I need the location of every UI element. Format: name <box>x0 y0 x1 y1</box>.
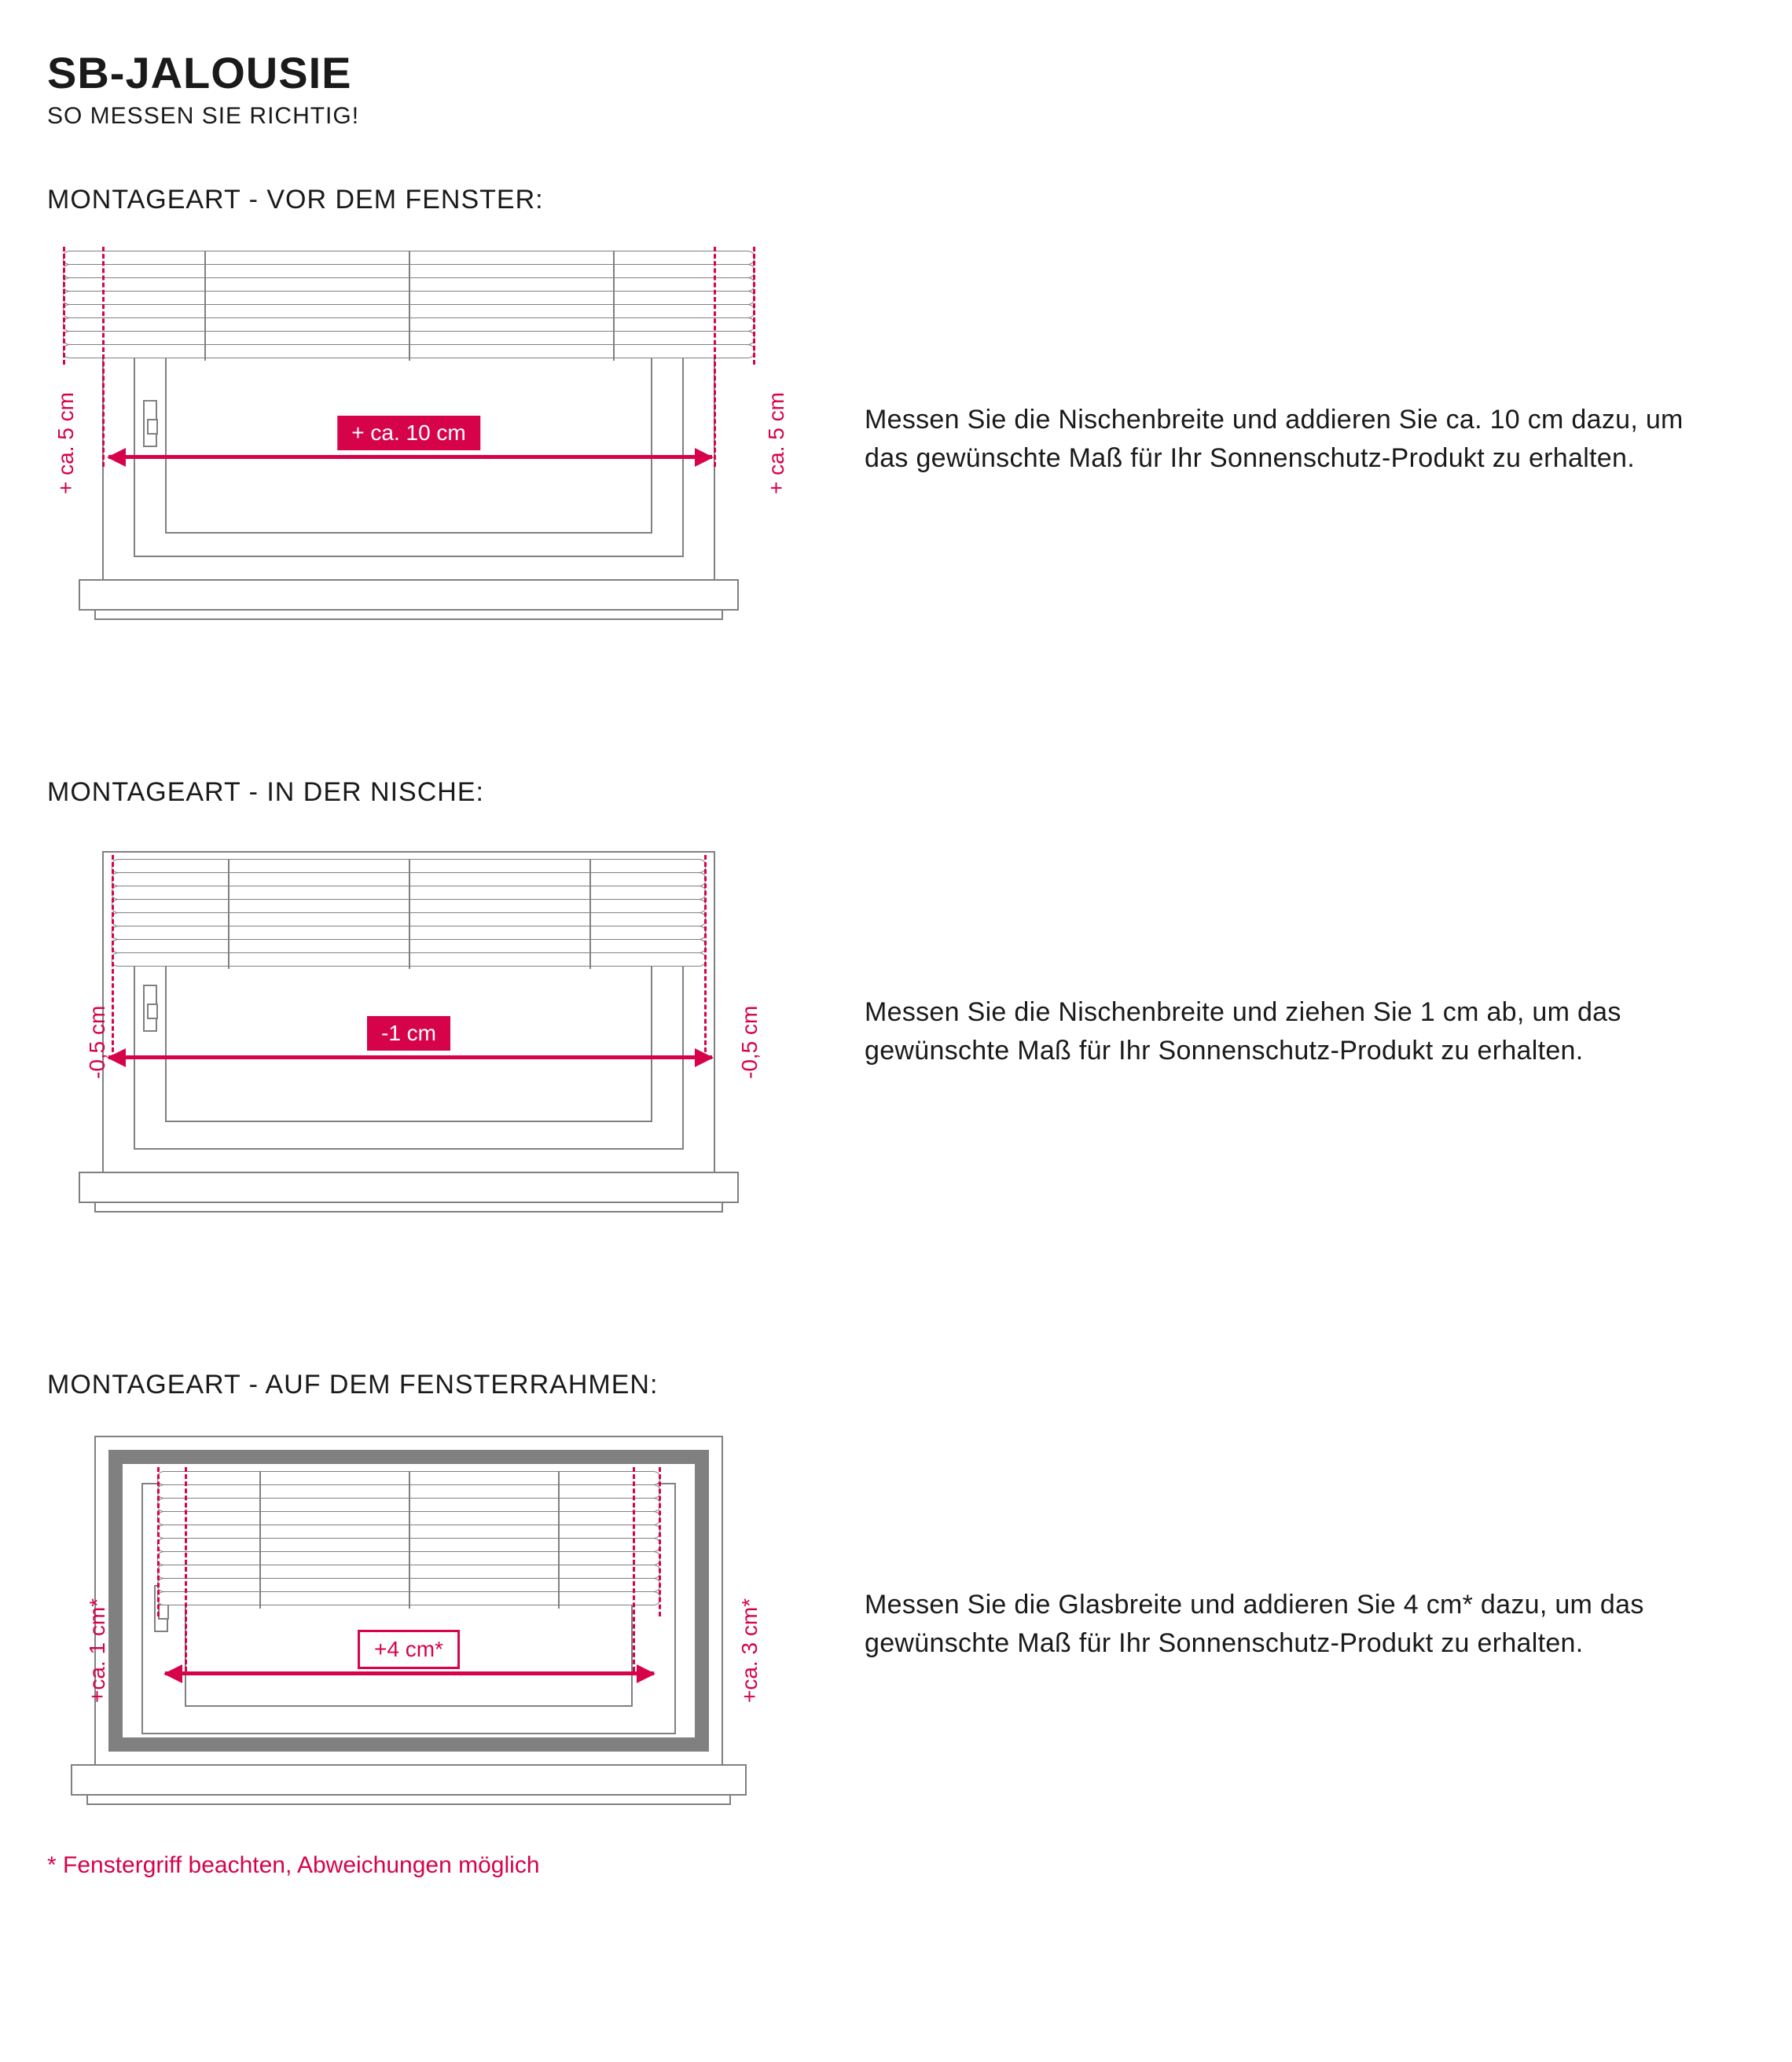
left-margin-label: -0,5 cm <box>85 1006 110 1079</box>
width-badge: -1 cm <box>367 1016 450 1051</box>
diagram-in-der-nische: -0,5 cm -0,5 cm -1 cm <box>47 827 770 1236</box>
page-title: SB-JALOUSIE <box>47 47 1745 98</box>
section-in-der-nische: MONTAGEART - IN DER NISCHE: -0,5 cm -0,5… <box>47 777 1745 1236</box>
width-badge: + ca. 10 cm <box>337 416 480 450</box>
page-subtitle: SO MESSEN SIE RICHTIG! <box>47 103 1745 130</box>
diagram-vor-dem-fenster: + ca. 5 cm + ca. 5 cm + ca. 10 cm <box>47 235 770 644</box>
section-vor-dem-fenster: MONTAGEART - VOR DEM FENSTER: <box>47 185 1745 644</box>
section-heading: MONTAGEART - VOR DEM FENSTER: <box>47 185 1745 215</box>
diagram-auf-dem-fensterrahmen: +ca. 1 cm* +ca. 3 cm* +4 cm* <box>47 1420 770 1829</box>
section-heading: MONTAGEART - IN DER NISCHE: <box>47 777 1745 808</box>
left-margin-label: +ca. 1 cm* <box>85 1598 110 1703</box>
right-margin-label: + ca. 5 cm <box>764 392 789 494</box>
right-margin-label: +ca. 3 cm* <box>737 1598 762 1703</box>
section-description: Messen Sie die Glasbreite und addieren S… <box>865 1586 1690 1664</box>
section-description: Messen Sie die Nischenbreite und addiere… <box>865 401 1690 479</box>
section-heading: MONTAGEART - AUF DEM FENSTERRAHMEN: <box>47 1370 1745 1400</box>
footnote: * Fenstergriff beachten, Abweichungen mö… <box>47 1852 1745 1879</box>
section-description: Messen Sie die Nischenbreite und ziehen … <box>865 993 1690 1071</box>
left-margin-label: + ca. 5 cm <box>53 392 79 494</box>
section-auf-dem-fensterrahmen: MONTAGEART - AUF DEM FENSTERRAHMEN: <box>47 1370 1745 1879</box>
width-badge: +4 cm* <box>358 1630 460 1669</box>
right-margin-label: -0,5 cm <box>737 1006 762 1079</box>
